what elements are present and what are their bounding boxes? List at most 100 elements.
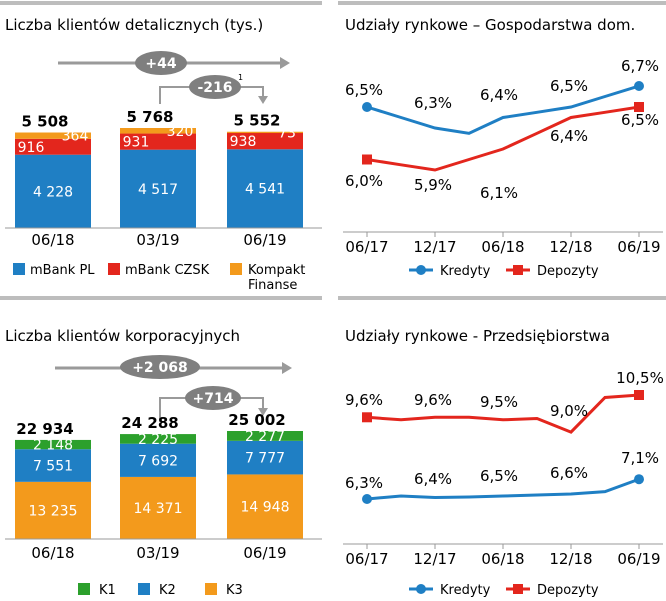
x-tick-label: 06/19 xyxy=(617,550,660,568)
series-point-marker xyxy=(362,412,372,423)
bar-total-label: 25 002 xyxy=(228,411,285,429)
data-label: 6,4% xyxy=(550,127,588,145)
bar-value-label: 7 692 xyxy=(138,453,178,469)
legend-swatch xyxy=(138,583,150,595)
retail-clients-chart: Liczba klientów detalicznych (tys.) +44 … xyxy=(0,1,322,300)
x-tick-label: 06/19 xyxy=(243,544,286,562)
bar-segment-k2 xyxy=(227,440,303,475)
data-label: 6,0% xyxy=(345,172,383,190)
corporate-share-chart: Udziały rynkowe - Przedsiębiorstwa 9,6% 9… xyxy=(343,327,664,598)
corporate-share-panel: Udziały rynkowe - Przedsiębiorstwa 9,6% 9… xyxy=(333,301,666,601)
corporate-clients-panel: Liczba klientów korporacyjnych +2 068 +7… xyxy=(0,301,333,601)
bar-total-label: 5 552 xyxy=(234,112,281,130)
chart-title: Liczba klientów korporacyjnych xyxy=(5,327,240,345)
bar-value-label: 7 777 xyxy=(245,451,285,467)
x-tick-label: 12/17 xyxy=(413,238,456,256)
legend-marker xyxy=(513,584,523,594)
line-series-group xyxy=(362,81,644,172)
data-label: 6,4% xyxy=(480,86,518,104)
x-tick-label: 12/18 xyxy=(549,238,592,256)
bar-segment-kompakt-finanse xyxy=(227,131,303,134)
data-label: 7,1% xyxy=(621,449,659,467)
legend-swatch xyxy=(205,583,217,595)
series-point-marker xyxy=(634,390,644,400)
series-point-marker xyxy=(634,81,644,91)
chart-title: Udziały rynkowe - Przedsiębiorstwa xyxy=(345,327,610,345)
bar-value-label: 2 225 xyxy=(138,432,178,448)
bar-value-label: 320 xyxy=(167,124,194,140)
corporate-clients-chart: Liczba klientów korporacyjnych +2 068 +7… xyxy=(5,327,322,598)
x-tick-label: 06/18 xyxy=(31,544,74,562)
bar-total-label: 22 934 xyxy=(16,420,73,438)
legend-marker xyxy=(513,265,523,275)
legend-label: Kompakt Finanse xyxy=(248,263,309,293)
footnote-marker: 1 xyxy=(238,73,243,82)
legend-swatch xyxy=(78,583,90,595)
bar-value-label: 73 xyxy=(278,125,296,141)
series-line-depozyty xyxy=(366,393,640,434)
bar-segment-mbank-pl xyxy=(227,149,303,228)
x-tick-label: 06/18 xyxy=(31,231,74,249)
series-point-marker xyxy=(634,474,644,485)
chart-title: Udziały rynkowe – Gospodarstwa dom. xyxy=(345,16,635,34)
annotation-bubble xyxy=(135,51,187,75)
data-label: 6,5% xyxy=(621,111,659,129)
x-tick-label: 06/19 xyxy=(243,231,286,249)
bar-segment-mbank-czsk xyxy=(15,138,91,155)
annotation-arrowhead xyxy=(282,362,292,374)
x-tick-label: 06/17 xyxy=(345,550,388,568)
data-label: 9,6% xyxy=(414,391,452,409)
legend-label: Depozyty xyxy=(537,264,599,279)
legend-label: Kredyty xyxy=(440,264,491,279)
annotation-bubble xyxy=(189,75,241,99)
series-point-marker xyxy=(362,102,372,112)
legend-swatch xyxy=(13,263,25,275)
x-tick-label: 06/19 xyxy=(617,238,660,256)
data-label: 6,6% xyxy=(550,464,588,482)
bar-segment-mbank-czsk xyxy=(227,133,303,150)
bar-segment-kompakt-finanse xyxy=(120,128,196,134)
data-label: 5,9% xyxy=(414,176,452,194)
data-label: 6,3% xyxy=(414,94,452,112)
annotation-bubble xyxy=(120,355,200,379)
bar-value-label: 4 541 xyxy=(245,182,285,198)
data-label: 10,5% xyxy=(616,369,664,387)
annotation-text: +714 xyxy=(193,391,234,407)
x-tick-label: 06/18 xyxy=(481,238,524,256)
bar-value-label: 13 235 xyxy=(29,503,78,519)
annotation-text: +2 068 xyxy=(132,360,188,376)
bar-segment-kompakt-finanse xyxy=(15,132,91,139)
legend-label: Kredyty xyxy=(440,583,491,598)
bar-segment-k1 xyxy=(227,431,303,441)
bar-value-label: 2 277 xyxy=(245,429,285,445)
legend-label-line: Finanse xyxy=(248,278,297,293)
data-label: 6,5% xyxy=(345,81,383,99)
bar-value-label: 931 xyxy=(123,135,150,151)
legend-label: K2 xyxy=(159,583,176,598)
data-label: 6,1% xyxy=(480,184,518,202)
series-line-kredyty xyxy=(366,84,640,135)
annotation-arrowhead xyxy=(258,96,268,104)
legend-label: K3 xyxy=(226,583,243,598)
bar-segment-k1 xyxy=(120,434,196,444)
data-label: 6,4% xyxy=(414,470,452,488)
series-point-marker xyxy=(362,154,372,165)
series-point-marker xyxy=(362,494,372,504)
x-tick-label: 06/18 xyxy=(481,550,524,568)
legend-marker xyxy=(416,265,426,275)
data-label: 6,5% xyxy=(550,77,588,95)
x-tick-group: 06/17 12/17 06/18 12/18 06/19 xyxy=(345,544,661,568)
data-label: 6,5% xyxy=(480,467,518,485)
legend-label: K1 xyxy=(99,583,116,598)
legend-label-line: Kompakt xyxy=(248,263,305,278)
line-series-group xyxy=(362,390,644,504)
bar-value-label: 4 517 xyxy=(138,182,178,198)
data-label: 9,6% xyxy=(345,391,383,409)
annotation-arrowhead xyxy=(280,57,290,69)
bar-segment-k3 xyxy=(15,481,91,539)
bar-segment-k2 xyxy=(15,449,91,482)
x-tick-label: 03/19 xyxy=(136,544,179,562)
x-tick-label: 12/18 xyxy=(549,550,592,568)
